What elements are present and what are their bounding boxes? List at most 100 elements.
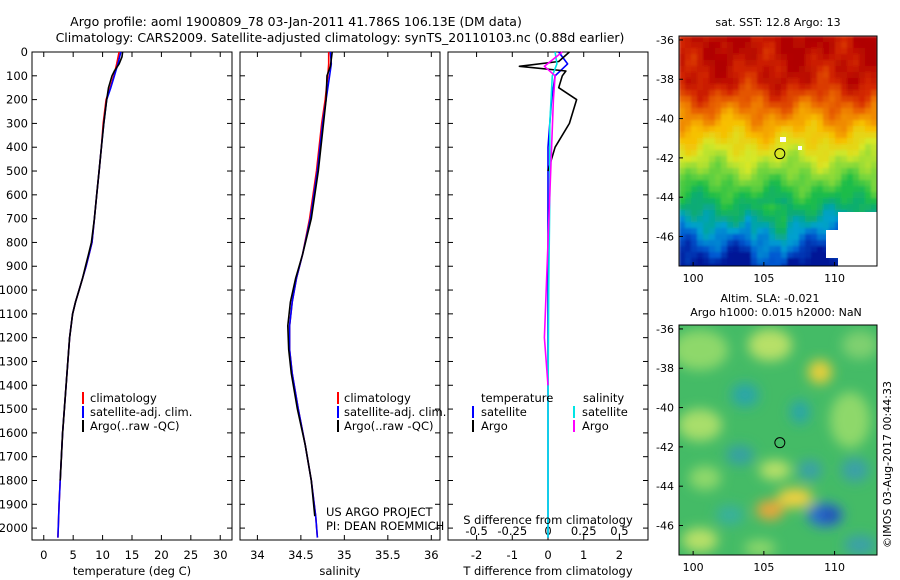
- sst-cell: [727, 126, 734, 133]
- sst-cell: [775, 216, 782, 223]
- sst-cell: [835, 126, 842, 133]
- salinity-legend: climatology satellite-adj. clim. Argo(..…: [326, 391, 446, 533]
- sst-cell: [757, 60, 764, 67]
- sst-cell: [835, 108, 842, 115]
- sst-cell: [805, 120, 812, 127]
- legend-label-climatology: climatology: [344, 391, 411, 405]
- title-line-1: Argo profile: aoml 1900809_78 03-Jan-201…: [70, 14, 522, 29]
- sst-cell: [727, 144, 734, 151]
- sst-cell: [847, 36, 854, 43]
- sst-cell: [817, 66, 824, 73]
- sst-cell: [769, 150, 776, 157]
- sst-cell: [751, 216, 758, 223]
- sst-cell: [787, 144, 794, 151]
- sst-cell: [697, 96, 704, 103]
- sst-cell: [745, 84, 752, 91]
- sst-cell: [751, 60, 758, 67]
- sst-cell: [763, 36, 770, 43]
- y-tick-label: 0: [21, 45, 28, 59]
- sst-cell: [841, 66, 848, 73]
- sst-cell: [763, 180, 770, 187]
- sst-cell: [841, 114, 848, 121]
- sst-cell: [829, 54, 836, 61]
- legend-heading-temperature: temperature: [481, 391, 553, 405]
- sst-cell: [775, 90, 782, 97]
- sst-cell: [703, 222, 710, 229]
- sst-cell: [685, 264, 692, 266]
- sst-cell: [691, 192, 698, 199]
- sst-cell: [811, 252, 818, 259]
- sst-cell: [775, 132, 782, 139]
- sst-cell: [769, 66, 776, 73]
- sst-cell: [739, 60, 746, 67]
- sst-cell: [685, 240, 692, 247]
- sst-cell: [685, 228, 692, 235]
- sst-cell: [865, 192, 872, 199]
- sst-cell: [697, 252, 704, 259]
- sst-cell: [679, 138, 686, 145]
- sst-cell: [817, 240, 824, 247]
- sst-cell: [739, 42, 746, 49]
- sst-cell: [751, 222, 758, 229]
- sst-cell: [691, 252, 698, 259]
- sst-cell: [787, 48, 794, 55]
- sst-cell: [847, 84, 854, 91]
- sst-cell: [697, 72, 704, 79]
- sst-cell: [697, 90, 704, 97]
- sst-cell: [769, 174, 776, 181]
- sst-cell: [745, 108, 752, 115]
- sst-cell: [775, 162, 782, 169]
- sst-cell: [751, 126, 758, 133]
- sst-cell: [835, 54, 842, 61]
- sst-cell: [679, 96, 686, 103]
- sst-cell: [823, 210, 830, 217]
- sst-cell: [859, 96, 866, 103]
- sst-cell: [811, 180, 818, 187]
- sst-cell: [751, 96, 758, 103]
- sst-cell: [859, 168, 866, 175]
- sst-cell: [763, 96, 770, 103]
- sst-cell: [769, 96, 776, 103]
- sst-cell: [871, 132, 877, 139]
- sst-cell: [679, 84, 686, 91]
- sst-cell: [703, 36, 710, 43]
- sst-cell: [817, 204, 824, 211]
- sst-cell: [853, 126, 860, 133]
- sst-cell: [841, 120, 848, 127]
- sst-cell: [835, 36, 842, 43]
- sst-cell: [715, 186, 722, 193]
- sst-cell: [769, 60, 776, 67]
- sst-cell: [823, 138, 830, 145]
- sst-cell: [727, 156, 734, 163]
- sst-cell: [781, 162, 788, 169]
- sst-cell: [703, 84, 710, 91]
- y-tick-label: 1900: [0, 497, 28, 511]
- sst-cell: [769, 216, 776, 223]
- sst-cell: [829, 108, 836, 115]
- sst-cell: [691, 162, 698, 169]
- sst-cell: [703, 210, 710, 217]
- sst-cell: [799, 126, 806, 133]
- sst-cell: [781, 126, 788, 133]
- sst-cell: [793, 180, 800, 187]
- sst-cell: [865, 72, 872, 79]
- sst-cell: [823, 186, 830, 193]
- sst-cell: [805, 186, 812, 193]
- sst-cell: [691, 204, 698, 211]
- sst-cell: [697, 126, 704, 133]
- sst-cell: [691, 126, 698, 133]
- sst-cell: [781, 144, 788, 151]
- y-tick-label: 600: [6, 188, 28, 202]
- sst-cell: [865, 36, 872, 43]
- sst-cell: [757, 198, 764, 205]
- sst-cell: [745, 174, 752, 181]
- sst-cell: [817, 228, 824, 235]
- sla-map-frame: [678, 324, 878, 556]
- sst-cell: [757, 234, 764, 241]
- sst-cell: [745, 126, 752, 133]
- sst-cell: [721, 72, 728, 79]
- sst-cell: [745, 42, 752, 49]
- timestamp-stamp: ©IMOS 03-Aug-2017 00:44:33: [881, 381, 894, 548]
- sst-cell: [679, 246, 686, 253]
- sst-cell: [715, 84, 722, 91]
